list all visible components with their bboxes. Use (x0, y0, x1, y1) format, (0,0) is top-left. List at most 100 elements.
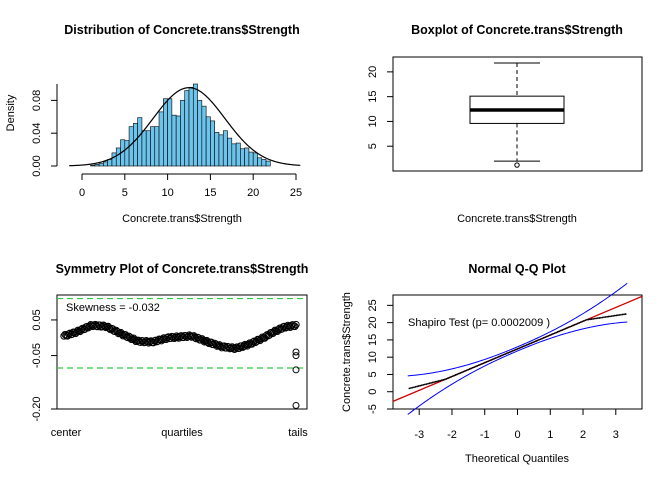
qq-point (601, 316, 604, 319)
qq-point (595, 317, 598, 320)
histogram-bar (158, 111, 164, 167)
histogram-bar (261, 159, 267, 167)
qq-point (618, 314, 621, 316)
qq-point (569, 325, 571, 328)
qq-point (572, 324, 575, 327)
boxplot-y-tick-label: 5 (367, 143, 379, 149)
qq-point (440, 379, 443, 382)
qq-point (465, 369, 468, 372)
qq-point (609, 315, 612, 318)
qq-point (460, 371, 463, 374)
qq-point (527, 343, 530, 346)
symmetry-point (287, 322, 296, 330)
symmetry-point (291, 322, 299, 331)
qq-point (498, 355, 500, 358)
qq-point (434, 380, 437, 383)
qq-point (621, 313, 624, 316)
symmetry-point (149, 338, 158, 347)
qq-point (539, 338, 542, 341)
histogram-bar (214, 132, 220, 167)
qq-point (570, 325, 573, 327)
qq-point (519, 346, 522, 349)
histogram-y-axis: 0.00 0.04 0.08 (31, 84, 58, 177)
qq-point (420, 384, 423, 387)
qq-point (533, 340, 536, 343)
qq-point (600, 316, 602, 319)
histogram-x-tick-label: 0 (79, 187, 85, 199)
histogram-bar (167, 98, 173, 167)
qq-point (592, 317, 595, 320)
symmetry-tail-point (292, 401, 300, 409)
histogram-bar (227, 137, 233, 167)
qq-point (502, 353, 505, 356)
qq-point (522, 345, 525, 348)
qq-point (459, 372, 462, 374)
histogram-bar (180, 100, 186, 167)
qq-point (612, 314, 615, 317)
qq-point (442, 378, 445, 381)
symmetry-tail-point (292, 366, 300, 374)
qq-y-ticks: -5 0 5 10 15 20 25 (367, 299, 393, 414)
qq-point (596, 317, 599, 320)
qq-point (433, 381, 435, 384)
qq-band-upper (407, 282, 628, 377)
histogram-bar (90, 164, 96, 167)
qq-point (516, 347, 519, 350)
qq-point (488, 359, 491, 362)
histogram-bar (205, 116, 211, 167)
histogram-bar (103, 161, 108, 167)
histogram-bar (218, 134, 224, 167)
qq-point (427, 382, 429, 385)
qq-point (490, 359, 493, 361)
qq-point (545, 335, 548, 338)
histogram-x-tick-label: 10 (161, 187, 173, 199)
histogram-title: Distribution of Concrete.trans$Strength (64, 23, 299, 37)
qq-point (581, 320, 584, 323)
qq-point (521, 346, 524, 348)
qq-point (576, 322, 579, 325)
qq-point (604, 316, 607, 318)
symmetry-point (286, 323, 294, 331)
symmetry-point (99, 321, 108, 329)
qq-point (549, 334, 551, 337)
histogram-bar (240, 148, 245, 167)
qq-y-tick-label: 0 (367, 389, 379, 395)
qq-point (425, 383, 428, 386)
qq-point (501, 354, 503, 357)
histogram-bar (197, 100, 203, 167)
symmetry-points (60, 320, 300, 409)
qq-point (430, 382, 432, 384)
qq-x-tick-label: -3 (414, 429, 424, 441)
qq-point (553, 332, 556, 335)
symmetry-point (235, 344, 243, 352)
symmetry-point (147, 337, 155, 345)
qq-point (508, 351, 511, 354)
histogram-bar (248, 151, 254, 167)
qq-point (471, 366, 474, 369)
histogram-bar (163, 98, 168, 167)
histogram-bar (98, 163, 104, 167)
histogram-ylabel: Density (5, 94, 17, 131)
symmetry-y-tick-label: 0.05 (31, 309, 43, 330)
boxplot-frame (392, 56, 643, 172)
histogram-bar (115, 147, 121, 167)
qq-point (610, 315, 613, 318)
symmetry-point (156, 335, 164, 344)
qq-point (496, 356, 499, 359)
symmetry-point (124, 333, 132, 342)
histogram-x-axis: 0 5 10 15 20 25 (79, 173, 302, 199)
qq-point (468, 368, 471, 370)
qq-point (538, 338, 541, 341)
qq-point (573, 323, 576, 326)
qq-point (444, 378, 446, 381)
qq-x-tick-label: 2 (580, 429, 586, 441)
qq-point (518, 347, 520, 350)
symmetry-point (230, 345, 239, 354)
qq-point (525, 344, 528, 346)
symmetry-y-tick-label: -0.20 (31, 396, 43, 421)
qq-point (616, 314, 619, 317)
histogram-bar (201, 105, 207, 167)
symmetry-point (292, 320, 300, 329)
histogram-bar (184, 90, 190, 167)
